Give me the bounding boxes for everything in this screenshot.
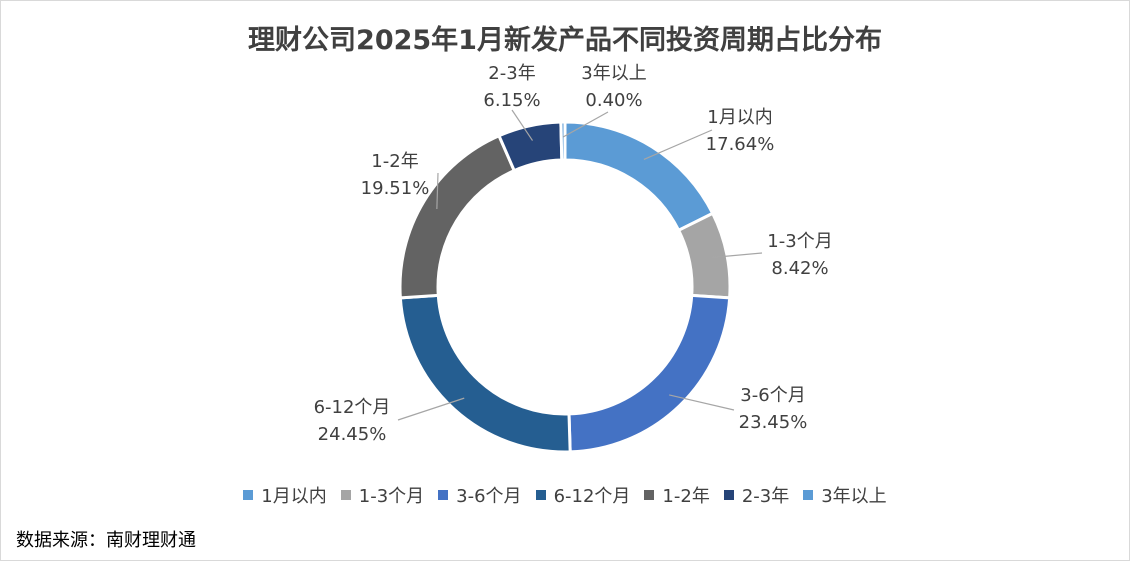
legend-label: 1-3个月 (358, 486, 425, 507)
legend-swatch (438, 490, 449, 500)
legend-swatch (243, 490, 254, 500)
slice-value-label: 23.45% (739, 412, 808, 433)
legend-label: 3年以上 (821, 486, 887, 507)
slice-category-label: 1-2年 (371, 151, 418, 172)
leader-lines (397, 109, 763, 421)
donut-slice (559, 120, 567, 162)
slice-labels: 1月以内 17.64% 1-3个月 8.42% 3-6个月 23.45% 6-12个月 24.… (314, 63, 833, 445)
leader-line (436, 172, 439, 210)
donut-slice (567, 293, 732, 454)
data-source: 数据来源：南财理财通 (16, 530, 196, 551)
slice-value-label: 19.51% (361, 178, 430, 199)
legend-label: 1-2年 (662, 486, 710, 507)
donut-slices (398, 120, 732, 454)
leader-line (643, 129, 713, 160)
slice-value-label: 17.64% (706, 134, 775, 155)
legend-item: 3-6个月 (438, 482, 522, 508)
slice-category-label: 3-6个月 (740, 385, 805, 406)
donut-slice (676, 211, 732, 300)
slice-category-label: 1月以内 (707, 107, 772, 128)
chart-title: 理财公司2025年1月新发产品不同投资周期占比分布 (248, 25, 882, 56)
legend-label: 1月以内 (261, 486, 327, 507)
legend-swatch (340, 490, 351, 500)
leader-line (397, 397, 465, 421)
slice-category-label: 2-3年 (488, 63, 535, 84)
legend-item: 3年以上 (803, 482, 887, 508)
donut-slice (398, 293, 572, 454)
leader-line (562, 111, 609, 138)
legend-swatch (803, 490, 814, 500)
leader-line (669, 394, 735, 411)
legend-item: 6-12个月 (535, 482, 631, 508)
slice-value-label: 24.45% (318, 424, 387, 445)
legend-label: 6-12个月 (553, 486, 631, 507)
slice-value-label: 8.42% (771, 258, 828, 279)
legend-label: 2-3年 (741, 486, 790, 507)
slice-value-label: 6.15% (483, 90, 540, 111)
legend-item: 1月以内 (243, 482, 327, 508)
leader-line (511, 109, 534, 141)
chart-legend: 1月以内 1-3个月 3-6个月 6-12个月 1-2年 2-3年 3年以上 (0, 482, 1130, 508)
legend-swatch (535, 490, 546, 500)
slice-category-label: 6-12个月 (314, 397, 391, 418)
slice-category-label: 1-3个月 (767, 231, 832, 252)
legend-swatch (723, 490, 734, 500)
slice-value-label: 0.40% (585, 90, 642, 111)
legend-label: 3-6个月 (456, 486, 522, 507)
legend-item: 1-2年 (644, 482, 710, 508)
donut-slice (563, 120, 715, 233)
legend-item: 1-3个月 (340, 482, 425, 508)
leader-line (712, 252, 763, 259)
legend-item: 2-3年 (723, 482, 790, 508)
legend-swatch (644, 490, 655, 500)
slice-category-label: 3年以上 (581, 63, 646, 84)
